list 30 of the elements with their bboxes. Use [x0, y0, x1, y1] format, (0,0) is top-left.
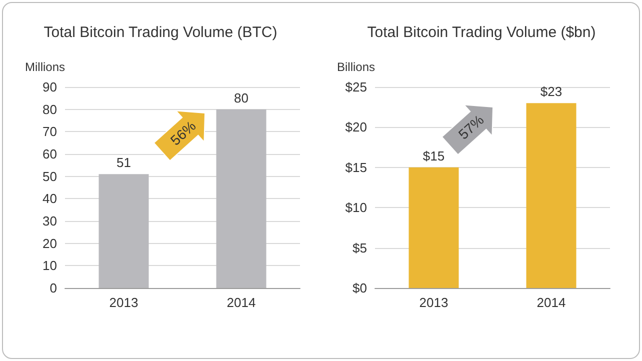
y-tick-label: $15 [345, 160, 367, 175]
y-tick-label: 70 [42, 124, 57, 140]
y-tick-label: $5 [352, 240, 367, 256]
chart-title: Total Bitcoin Trading Volume ($bn) [367, 24, 596, 41]
y-tick-label: 20 [42, 236, 57, 251]
y-tick-label: 90 [42, 80, 57, 94]
data-label: 51 [116, 155, 131, 170]
y-axis-title: Billions [336, 60, 375, 74]
y-tick-label: 60 [42, 146, 57, 162]
y-tick-label: $10 [345, 200, 367, 216]
y-tick-label: $20 [345, 120, 367, 135]
x-tick-label: 2013 [419, 295, 448, 310]
y-tick-label: 50 [42, 168, 57, 184]
data-label: $15 [422, 148, 445, 164]
x-tick-label: 2013 [109, 295, 138, 310]
y-tick-label: 30 [42, 214, 57, 228]
y-tick-label: 10 [42, 258, 57, 274]
y-tick-label: 0 [50, 280, 57, 296]
y-tick-label: $25 [345, 80, 367, 94]
data-label: 80 [234, 90, 248, 106]
data-label: $23 [540, 84, 562, 100]
y-tick-label: $0 [352, 280, 367, 296]
y-axis-title: Millions [24, 60, 65, 74]
annotation: 57% [454, 112, 486, 142]
chart-title: Total Bitcoin Trading Volume (BTC) [44, 24, 278, 41]
x-tick-label: 2014 [226, 295, 256, 310]
y-tick-label: 40 [42, 191, 57, 206]
annotation: 56% [166, 118, 198, 148]
x-tick-label: 2014 [536, 295, 566, 310]
y-tick-label: 80 [42, 102, 57, 117]
